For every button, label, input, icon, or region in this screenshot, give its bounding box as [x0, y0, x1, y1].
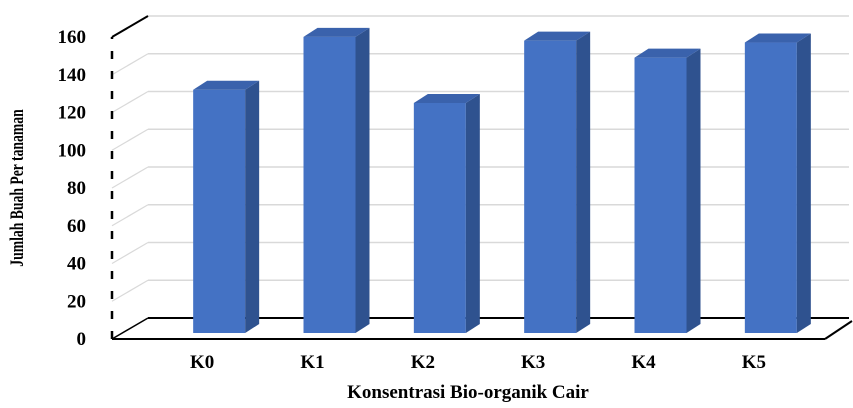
y-tick-label: 160: [58, 27, 87, 48]
axes: [110, 15, 853, 340]
bar-side: [245, 80, 260, 333]
y-tick-label: 40: [67, 254, 86, 275]
gridline-side: [111, 166, 149, 189]
gridline-side: [111, 128, 149, 151]
y-tick-label: 0: [77, 329, 87, 350]
bar-front: [193, 89, 246, 333]
bar-front: [524, 40, 577, 334]
bar-front: [303, 36, 356, 333]
bar-front: [413, 102, 466, 333]
y-axis-title: Jumlah Buah Per tanaman: [6, 109, 28, 266]
bar-side: [686, 48, 701, 333]
gridlines: [111, 15, 849, 340]
bar-top: [413, 93, 480, 103]
bar-front: [634, 57, 687, 333]
gridline-side: [111, 279, 149, 302]
x-axis-depth-line: [824, 320, 853, 340]
y-tick-label: 60: [67, 216, 86, 237]
bar-side: [576, 31, 591, 334]
bar-side: [796, 33, 811, 333]
gridline-side: [111, 90, 149, 114]
x-tick-label: K4: [631, 352, 656, 373]
bar-top: [303, 27, 370, 37]
bar-top: [634, 48, 701, 58]
x-tick-label: K2: [411, 352, 435, 373]
floor-left-line: [111, 317, 149, 340]
bar: [524, 31, 591, 334]
bar-top: [744, 33, 811, 43]
bar-top: [193, 80, 260, 90]
x-tick-label: K5: [742, 352, 766, 373]
bar: [303, 27, 370, 333]
bar: [413, 93, 480, 333]
x-tick-labels: K0 K1 K2 K3 K4 K5: [190, 352, 766, 373]
bar-top: [524, 31, 591, 41]
bar: [634, 48, 701, 333]
gridline-side: [111, 53, 149, 76]
gridline-side: [111, 241, 149, 265]
y-tick-label: 80: [67, 178, 86, 199]
x-axis-title: Konsentrasi Bio-organik Cair: [347, 382, 589, 403]
top-left-line: [111, 15, 149, 38]
x-tick-label: K0: [190, 352, 214, 373]
bar-front: [744, 42, 797, 333]
x-tick-label: K1: [300, 352, 324, 373]
bar-side: [355, 27, 370, 333]
gridline-side: [111, 204, 149, 227]
y-tick-label: 120: [58, 103, 87, 124]
x-tick-label: K3: [521, 352, 545, 373]
y-tick-label: 20: [67, 291, 86, 312]
y-tick-label: 100: [58, 140, 87, 161]
y-tick-label: 140: [58, 65, 87, 86]
bar: [744, 33, 811, 333]
bars: [193, 27, 811, 334]
bar: [193, 80, 260, 333]
y-tick-labels: 0 20 40 60 80 100 120 140 160: [58, 27, 87, 350]
bar-side: [465, 93, 480, 333]
